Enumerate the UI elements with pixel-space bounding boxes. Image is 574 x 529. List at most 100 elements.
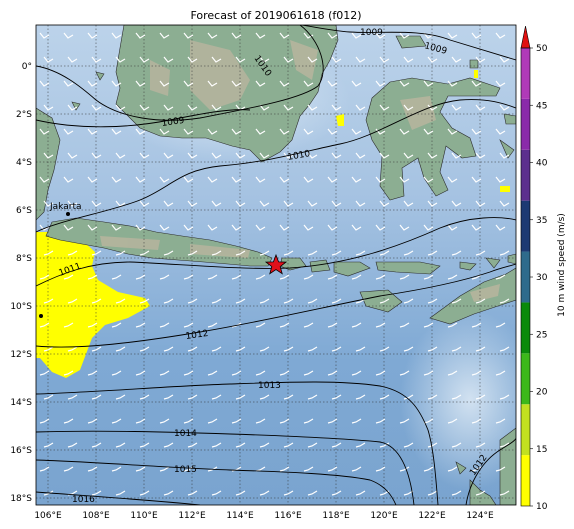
wind-barb <box>447 274 458 280</box>
wind-barb <box>327 80 338 87</box>
lat-tick: 2°S <box>16 110 32 120</box>
wind-barb <box>451 250 462 256</box>
wind-barb <box>495 274 506 280</box>
wind-barb <box>495 176 506 183</box>
colorbar-tick-label: 20 <box>536 388 548 398</box>
island <box>485 257 501 269</box>
wind-barb <box>307 346 318 352</box>
wind-barb <box>399 322 410 328</box>
colorbar-ticks: 10 15 20 25 30 35 40 45 50 <box>530 44 548 512</box>
wind-barb <box>279 224 290 231</box>
wind-barb <box>159 224 170 231</box>
wind-barb <box>91 104 102 111</box>
island <box>395 35 427 49</box>
wind-barb <box>471 466 482 472</box>
wind-barb <box>423 32 434 39</box>
wind-barb <box>327 322 338 328</box>
wind-barb <box>111 370 122 376</box>
isobar-label: 1012 <box>185 329 209 342</box>
isobar-1014 <box>36 430 415 505</box>
wind-barb <box>379 394 390 400</box>
wind-barb <box>235 152 246 159</box>
wind-barb <box>427 346 438 352</box>
wind-barb <box>375 224 386 231</box>
wind-barb <box>207 32 218 39</box>
wind-barb <box>403 442 414 448</box>
isobar-1013 <box>36 381 439 505</box>
wind-barb <box>495 32 506 39</box>
wind-barb <box>279 418 290 424</box>
wind-barb <box>163 56 174 63</box>
wind-barb <box>423 370 434 376</box>
wind-barb <box>87 176 98 183</box>
wind-barb <box>163 442 174 448</box>
wind-barb <box>351 128 362 135</box>
wind-barb <box>427 200 438 207</box>
wind-barb <box>39 128 50 135</box>
wind-barb <box>111 176 122 183</box>
sumatra-land <box>36 107 61 221</box>
wind-barb <box>211 152 222 159</box>
wind-barb <box>135 322 146 328</box>
wind-barb <box>451 104 462 111</box>
wind-barb <box>499 152 510 159</box>
wind-barb <box>163 298 174 304</box>
wind-barb <box>451 56 462 63</box>
wind-barb <box>423 176 434 183</box>
wind-barb <box>111 322 122 328</box>
wind-barb <box>115 104 126 111</box>
high-wind-patch <box>474 70 478 78</box>
wind-barb <box>495 466 506 472</box>
wind-barb <box>163 250 174 256</box>
colorbar: 10 15 20 25 30 35 40 45 50 10 m wind speed (m/s) <box>520 25 567 512</box>
lon-tick: 106°E <box>34 511 62 521</box>
sea-light-patch <box>400 310 516 490</box>
wind-barb <box>187 394 198 400</box>
wind-barb <box>307 394 318 400</box>
wind-barb <box>235 250 246 256</box>
wind-barb <box>163 152 174 159</box>
wind-barb <box>495 128 506 135</box>
wind-barb <box>211 442 222 448</box>
wind-barb <box>255 80 266 87</box>
wind-barb <box>423 274 434 280</box>
wind-barb <box>231 224 242 231</box>
colorbar-band <box>521 251 530 303</box>
isobar-label: 1016 <box>72 495 95 505</box>
wind-barb <box>115 250 126 256</box>
map-title: Forecast of 2019061618 (f012) <box>190 9 361 22</box>
wind-barb <box>39 80 50 87</box>
wind-barb <box>39 176 50 183</box>
island <box>507 253 516 265</box>
wind-barb <box>355 200 366 207</box>
wind-barb <box>399 466 410 472</box>
wind-barb <box>67 250 78 256</box>
isobar-1012-east <box>465 437 516 505</box>
wind-barb <box>91 442 102 448</box>
wind-barb <box>39 370 50 376</box>
wind-barb <box>307 104 318 111</box>
wind-barb <box>303 274 314 280</box>
wind-barb <box>495 418 506 424</box>
lat-tick: 16°S <box>10 446 32 456</box>
wind-barb <box>331 152 342 159</box>
wind-barb <box>351 370 362 376</box>
lat-axis: 0° 2°S 4°S 6°S 8°S 10°S 12°S 14°S 16°S 1… <box>10 62 32 504</box>
wind-barb <box>471 322 482 328</box>
lon-tick: 112°E <box>178 511 206 521</box>
high-wind-area <box>36 232 150 378</box>
wind-barb <box>427 394 438 400</box>
wind-barb <box>231 274 242 280</box>
wind-barb <box>399 176 410 183</box>
wind-barb <box>379 104 390 111</box>
wind-barb <box>379 200 390 207</box>
wind-barb <box>303 322 314 328</box>
wind-barb <box>159 322 170 328</box>
wind-barb <box>279 80 290 87</box>
wind-barb <box>115 298 126 304</box>
wind-barb <box>475 394 486 400</box>
wind-barb <box>475 442 486 448</box>
wind-barb <box>255 224 266 231</box>
wind-barb <box>159 466 170 472</box>
wind-barb <box>283 56 294 63</box>
